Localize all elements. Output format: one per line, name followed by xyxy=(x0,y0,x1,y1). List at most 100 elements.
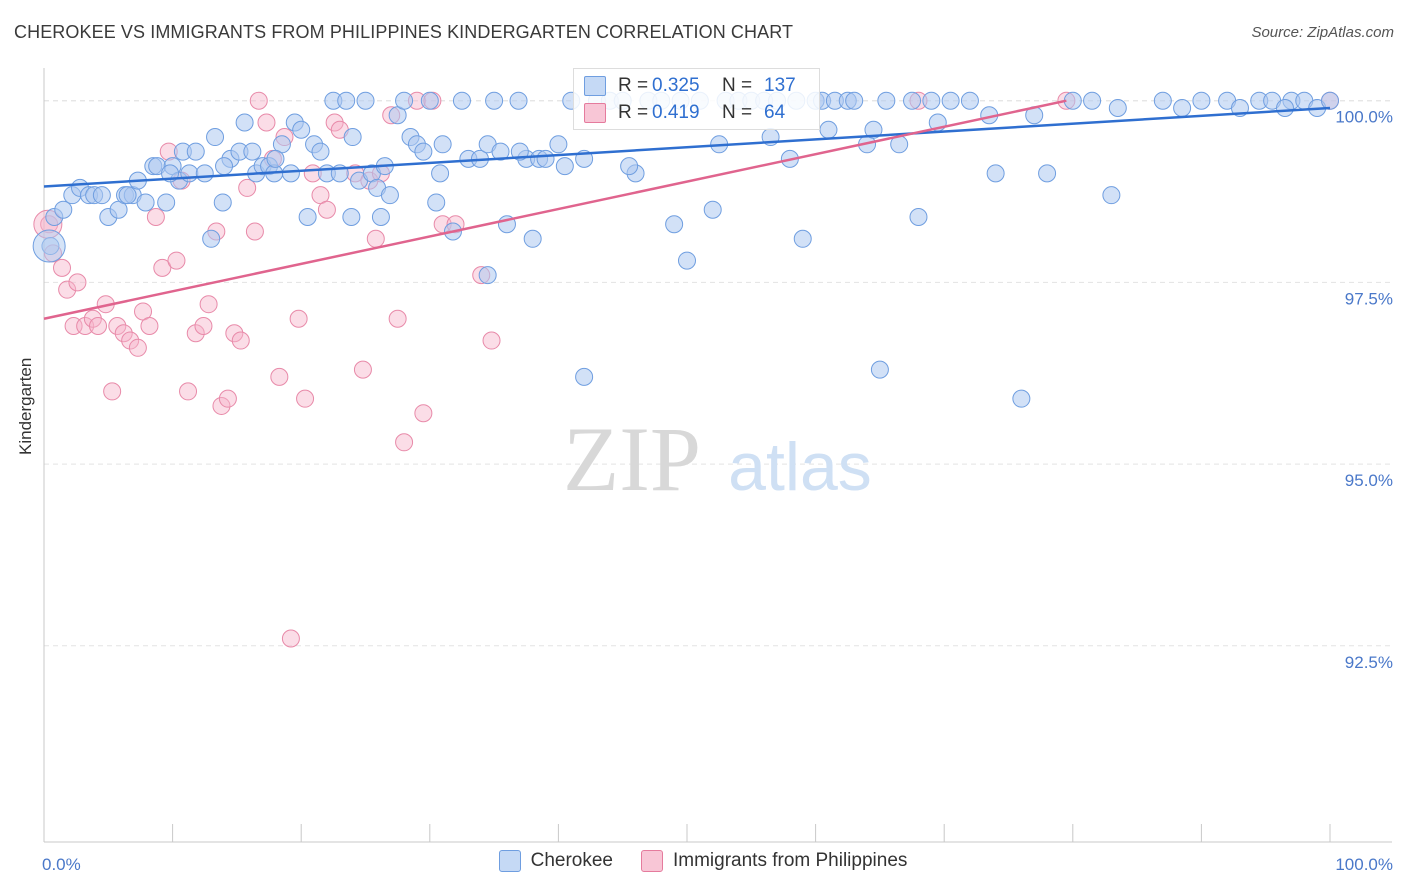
philippines-point xyxy=(167,251,186,270)
cherokee-point xyxy=(1102,186,1121,205)
stat-swatch-cherokee xyxy=(584,76,606,96)
cherokee-point xyxy=(1063,91,1082,110)
philippines-point xyxy=(53,258,72,277)
axes xyxy=(43,68,1392,843)
cherokee-point xyxy=(478,266,497,285)
cherokee-point xyxy=(427,193,446,212)
philippines-point xyxy=(128,338,147,357)
cherokee-point xyxy=(1321,91,1339,110)
y-axis-label: Kindergarten xyxy=(16,357,35,455)
philippines-point xyxy=(238,178,257,197)
trend-lines xyxy=(43,99,1331,320)
stat-r-label: R = xyxy=(618,75,649,96)
cherokee-point xyxy=(342,207,361,226)
cherokee-point xyxy=(92,186,111,205)
y-tick-label: 97.5% xyxy=(1345,289,1393,308)
stat-n-label: N = xyxy=(722,75,753,96)
cherokee-point xyxy=(1153,91,1172,110)
cherokee-point xyxy=(1275,98,1294,117)
stat-n-value: 137 xyxy=(764,75,796,96)
cherokee-point xyxy=(235,113,254,132)
cherokee-point xyxy=(575,367,594,386)
philippines-point xyxy=(218,389,237,408)
philippines-point xyxy=(108,317,127,335)
philippines-point xyxy=(153,258,172,277)
stats-box: R = 0.325 N = 137 R = 0.419 N = 64 xyxy=(573,68,820,130)
philippines-point xyxy=(289,309,308,328)
cherokee-point xyxy=(549,135,568,154)
cherokee-point xyxy=(1192,91,1211,110)
legend: Cherokee Immigrants from Philippines xyxy=(0,850,1406,872)
series-cherokee-points xyxy=(32,91,1339,408)
cherokee-point xyxy=(509,91,528,110)
stat-n-value: 64 xyxy=(764,102,786,123)
cherokee-point xyxy=(431,164,450,183)
cherokee-point xyxy=(420,91,439,110)
cherokee-point xyxy=(536,149,555,168)
cherokee-point xyxy=(243,142,262,161)
philippines-trend-line xyxy=(43,99,1067,320)
cherokee-point xyxy=(206,128,225,147)
chart-title: CHEROKEE VS IMMIGRANTS FROM PHILIPPINES … xyxy=(14,22,794,42)
philippines-point xyxy=(121,331,140,350)
stat-r-label: R = xyxy=(618,102,649,123)
cherokee-point xyxy=(136,193,155,212)
cherokee-point xyxy=(523,229,542,248)
cherokee-point xyxy=(678,251,696,270)
cherokee-point-large xyxy=(32,229,66,263)
philippines-point xyxy=(353,360,372,379)
cherokee-point xyxy=(941,91,960,110)
cherokee-point xyxy=(343,128,362,147)
watermark-atlas: atlas xyxy=(728,429,872,505)
cherokee-point xyxy=(395,91,414,110)
philippines-point xyxy=(249,91,268,110)
cherokee-point xyxy=(452,91,471,110)
legend-item-cherokee[interactable]: Cherokee xyxy=(498,850,613,872)
y-tick-label: 92.5% xyxy=(1345,653,1393,672)
cherokee-point xyxy=(118,186,137,205)
legend-swatch-cherokee xyxy=(498,850,521,872)
cherokee-point xyxy=(298,207,317,226)
philippines-point xyxy=(58,280,77,299)
cherokee-point xyxy=(213,193,232,212)
legend-swatch-philippines xyxy=(640,850,663,872)
y-tick-label: 95.0% xyxy=(1345,471,1393,490)
watermark: ZIP atlas xyxy=(563,408,872,510)
cherokee-point xyxy=(380,186,399,205)
cherokee-point xyxy=(845,91,864,110)
cherokee-point xyxy=(1038,164,1057,183)
cherokee-point xyxy=(54,200,73,219)
philippines-point xyxy=(296,389,315,408)
cherokee-point xyxy=(292,120,311,139)
philippines-point xyxy=(199,295,218,314)
watermark-zip: ZIP xyxy=(563,408,701,510)
philippines-point xyxy=(281,629,300,648)
cherokee-point xyxy=(555,157,574,176)
series-philippines-points xyxy=(33,91,1339,648)
philippines-point xyxy=(482,331,501,350)
philippines-point xyxy=(366,229,385,248)
cherokee-point xyxy=(819,120,838,139)
cherokee-point xyxy=(491,142,510,161)
cherokee-point xyxy=(903,91,922,110)
philippines-point xyxy=(212,396,231,415)
cherokee-point xyxy=(986,164,1005,183)
philippines-point xyxy=(388,309,407,328)
tick-labels: 100.0% 97.5% 95.0% 92.5% 0.0% 100.0% xyxy=(42,108,1393,874)
cherokee-point xyxy=(371,207,390,226)
cherokee-point xyxy=(510,142,529,161)
legend-item-philippines[interactable]: Immigrants from Philippines xyxy=(640,850,908,872)
philippines-point xyxy=(225,324,244,343)
cherokee-point xyxy=(414,142,433,161)
cherokee-point xyxy=(195,164,214,183)
philippines-point xyxy=(140,317,159,335)
stat-n-label: N = xyxy=(722,102,753,123)
philippines-point xyxy=(68,273,87,292)
stat-r-value: 0.325 xyxy=(652,75,700,96)
cherokee-point xyxy=(186,142,205,161)
legend-label-philippines: Immigrants from Philippines xyxy=(672,850,908,871)
stat-swatch-philippines xyxy=(584,103,606,123)
stat-row-cherokee: R = 0.325 N = 137 xyxy=(584,75,796,97)
philippines-point xyxy=(245,222,264,241)
